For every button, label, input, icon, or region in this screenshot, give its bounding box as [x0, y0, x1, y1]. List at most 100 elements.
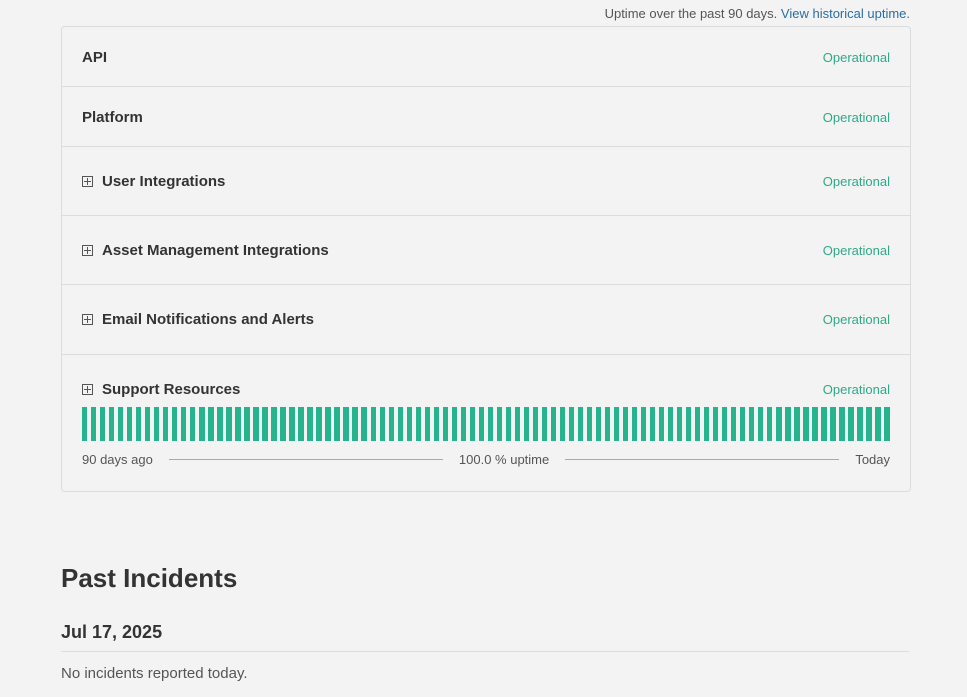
component-row-support-resources[interactable]: Support Resources Operational 90 days ag…: [62, 355, 910, 491]
uptime-day-bar[interactable]: [136, 407, 142, 441]
uptime-day-bar[interactable]: [767, 407, 773, 441]
uptime-day-bar[interactable]: [604, 407, 611, 441]
uptime-day-bar[interactable]: [451, 407, 457, 441]
uptime-day-bar[interactable]: [208, 407, 214, 441]
uptime-day-bar[interactable]: [316, 407, 322, 441]
uptime-day-bar[interactable]: [145, 407, 151, 441]
uptime-day-bar[interactable]: [253, 407, 259, 441]
uptime-day-bar[interactable]: [127, 407, 133, 441]
uptime-day-bar[interactable]: [749, 407, 755, 441]
uptime-day-bar[interactable]: [704, 407, 710, 441]
uptime-day-bar[interactable]: [154, 407, 160, 441]
uptime-day-bar[interactable]: [677, 407, 683, 441]
uptime-day-bar[interactable]: [460, 407, 466, 441]
uptime-day-bar[interactable]: [397, 407, 403, 441]
uptime-day-bar[interactable]: [190, 407, 196, 441]
uptime-day-bar[interactable]: [514, 407, 521, 441]
uptime-day-bar[interactable]: [370, 407, 376, 441]
expand-icon[interactable]: [82, 314, 93, 325]
component-group-toggle[interactable]: Asset Management Integrations: [82, 242, 329, 259]
uptime-day-bar[interactable]: [82, 407, 88, 441]
uptime-day-bar[interactable]: [586, 407, 593, 441]
uptime-day-bar[interactable]: [866, 407, 872, 441]
uptime-day-bar[interactable]: [857, 407, 863, 441]
uptime-day-bar[interactable]: [226, 407, 232, 441]
uptime-day-bar[interactable]: [776, 407, 782, 441]
uptime-day-bar[interactable]: [100, 407, 106, 441]
uptime-day-bar[interactable]: [442, 407, 448, 441]
uptime-day-bar[interactable]: [361, 407, 367, 441]
uptime-day-bar[interactable]: [406, 407, 412, 441]
uptime-day-bar[interactable]: [640, 407, 647, 441]
uptime-day-bar[interactable]: [217, 407, 223, 441]
component-row-asset-management-integrations[interactable]: Asset Management Integrations Operationa…: [62, 216, 910, 285]
uptime-day-bar[interactable]: [118, 407, 124, 441]
uptime-day-bar[interactable]: [181, 407, 187, 441]
uptime-day-bar[interactable]: [523, 407, 530, 441]
uptime-day-bar[interactable]: [884, 407, 890, 441]
uptime-day-bar[interactable]: [271, 407, 277, 441]
uptime-day-bar[interactable]: [722, 407, 728, 441]
uptime-day-bar[interactable]: [235, 407, 241, 441]
uptime-day-bar[interactable]: [172, 407, 178, 441]
component-group-toggle[interactable]: Support Resources: [82, 381, 240, 398]
uptime-day-bar[interactable]: [577, 407, 584, 441]
uptime-day-bar[interactable]: [388, 407, 394, 441]
uptime-day-bar[interactable]: [478, 407, 484, 441]
uptime-day-bar[interactable]: [812, 407, 818, 441]
uptime-day-bar[interactable]: [541, 407, 548, 441]
uptime-day-bar[interactable]: [731, 407, 737, 441]
uptime-day-bar[interactable]: [469, 407, 475, 441]
uptime-day-bar[interactable]: [352, 407, 358, 441]
uptime-day-bar[interactable]: [424, 407, 430, 441]
uptime-day-bar[interactable]: [758, 407, 764, 441]
uptime-day-bar[interactable]: [631, 407, 638, 441]
uptime-day-bar[interactable]: [505, 407, 512, 441]
uptime-day-bar[interactable]: [668, 407, 674, 441]
uptime-day-bar[interactable]: [244, 407, 250, 441]
uptime-day-bar[interactable]: [613, 407, 620, 441]
uptime-day-bar[interactable]: [568, 407, 575, 441]
uptime-day-bar[interactable]: [821, 407, 827, 441]
uptime-day-bar[interactable]: [343, 407, 349, 441]
uptime-day-bar[interactable]: [262, 407, 268, 441]
uptime-day-bar[interactable]: [109, 407, 115, 441]
uptime-day-bar[interactable]: [163, 407, 169, 441]
uptime-day-bar[interactable]: [830, 407, 836, 441]
uptime-day-bar[interactable]: [532, 407, 539, 441]
uptime-day-bar[interactable]: [740, 407, 746, 441]
uptime-day-bar[interactable]: [379, 407, 385, 441]
uptime-day-bar[interactable]: [280, 407, 286, 441]
uptime-day-bar[interactable]: [803, 407, 809, 441]
component-group-toggle[interactable]: Email Notifications and Alerts: [82, 311, 314, 328]
component-row-user-integrations[interactable]: User Integrations Operational: [62, 147, 910, 216]
uptime-day-bar[interactable]: [595, 407, 602, 441]
uptime-day-bar[interactable]: [307, 407, 313, 441]
uptime-day-bar[interactable]: [433, 407, 439, 441]
uptime-day-bar[interactable]: [794, 407, 800, 441]
uptime-day-bar[interactable]: [649, 407, 656, 441]
uptime-day-bar[interactable]: [848, 407, 854, 441]
uptime-day-bar[interactable]: [839, 407, 845, 441]
expand-icon[interactable]: [82, 384, 93, 395]
view-historical-uptime-link[interactable]: View historical uptime.: [780, 6, 910, 21]
uptime-day-bar[interactable]: [559, 407, 566, 441]
uptime-day-bar[interactable]: [622, 407, 629, 441]
uptime-day-bar[interactable]: [785, 407, 791, 441]
uptime-day-bar[interactable]: [686, 407, 692, 441]
uptime-day-bar[interactable]: [199, 407, 205, 441]
expand-icon[interactable]: [82, 245, 93, 256]
uptime-day-bar[interactable]: [875, 407, 881, 441]
uptime-day-bar[interactable]: [325, 407, 331, 441]
uptime-day-bar[interactable]: [334, 407, 340, 441]
uptime-day-bar[interactable]: [550, 407, 557, 441]
uptime-day-bar[interactable]: [289, 407, 295, 441]
component-row-email-notifications[interactable]: Email Notifications and Alerts Operation…: [62, 285, 910, 355]
expand-icon[interactable]: [82, 176, 93, 187]
component-group-toggle[interactable]: User Integrations: [82, 173, 225, 190]
uptime-day-bar[interactable]: [695, 407, 701, 441]
uptime-day-bar[interactable]: [91, 407, 97, 441]
uptime-day-bar[interactable]: [415, 407, 421, 441]
uptime-day-bar[interactable]: [659, 407, 665, 441]
uptime-day-bar[interactable]: [496, 407, 503, 441]
